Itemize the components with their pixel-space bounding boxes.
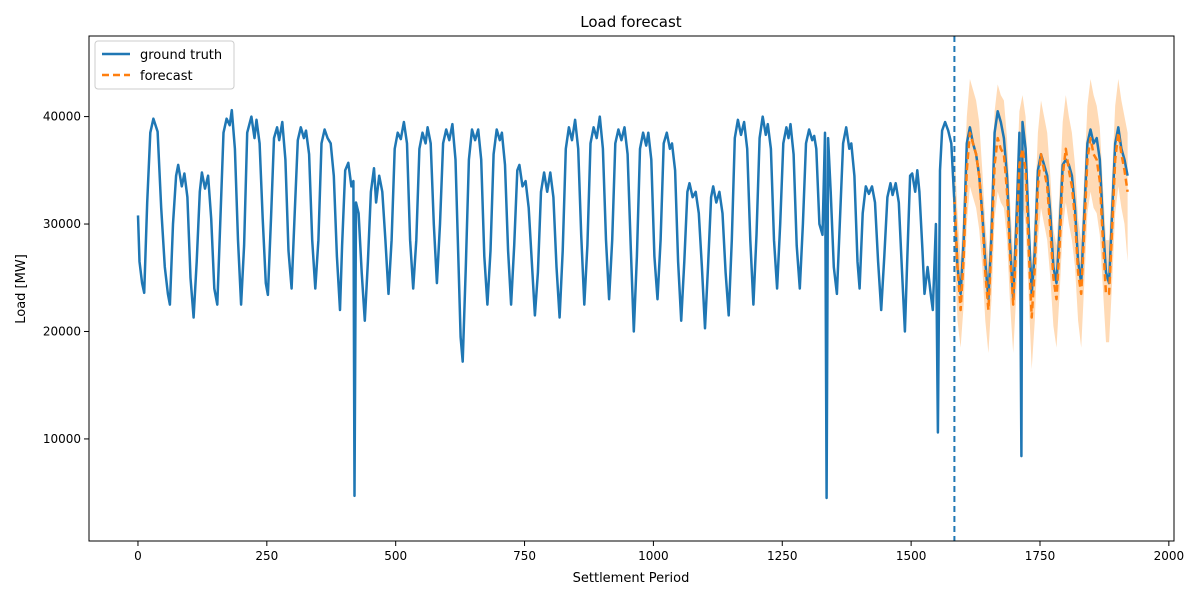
forecast-uncertainty-band bbox=[954, 79, 1128, 370]
x-tick-label: 2000 bbox=[1154, 549, 1185, 563]
legend-label-forecast: forecast bbox=[140, 69, 193, 84]
y-tick-label: 10000 bbox=[43, 432, 81, 446]
series-line-ground-truth bbox=[136, 108, 1129, 500]
x-axis: 0 250 500 750 1000 1250 1500 1750 2000 bbox=[134, 541, 1184, 563]
legend: ground truth forecast bbox=[94, 40, 235, 90]
x-tick-label: 500 bbox=[384, 549, 407, 563]
x-tick-label: 1250 bbox=[767, 549, 798, 563]
x-tick-label: 1750 bbox=[1025, 549, 1056, 563]
x-tick-label: 250 bbox=[255, 549, 278, 563]
series-line-forecast bbox=[953, 131, 1129, 319]
y-tick-label: 20000 bbox=[43, 324, 81, 338]
y-tick-label: 30000 bbox=[43, 217, 81, 231]
x-tick-label: 1000 bbox=[638, 549, 669, 563]
y-axis: 10000 20000 30000 40000 bbox=[43, 110, 89, 446]
x-axis-label: Settlement Period bbox=[573, 571, 690, 586]
legend-label-ground-truth: ground truth bbox=[140, 48, 222, 63]
chart-title: Load forecast bbox=[580, 13, 682, 31]
series-layer bbox=[136, 108, 1129, 500]
x-tick-label: 750 bbox=[513, 549, 536, 563]
y-axis-label: Load [MW] bbox=[14, 254, 29, 324]
y-tick-label: 40000 bbox=[43, 110, 81, 124]
plot-frame bbox=[88, 35, 1175, 542]
x-tick-label: 1500 bbox=[896, 549, 927, 563]
x-tick-label: 0 bbox=[134, 549, 142, 563]
forecast-band-area bbox=[954, 79, 1128, 370]
